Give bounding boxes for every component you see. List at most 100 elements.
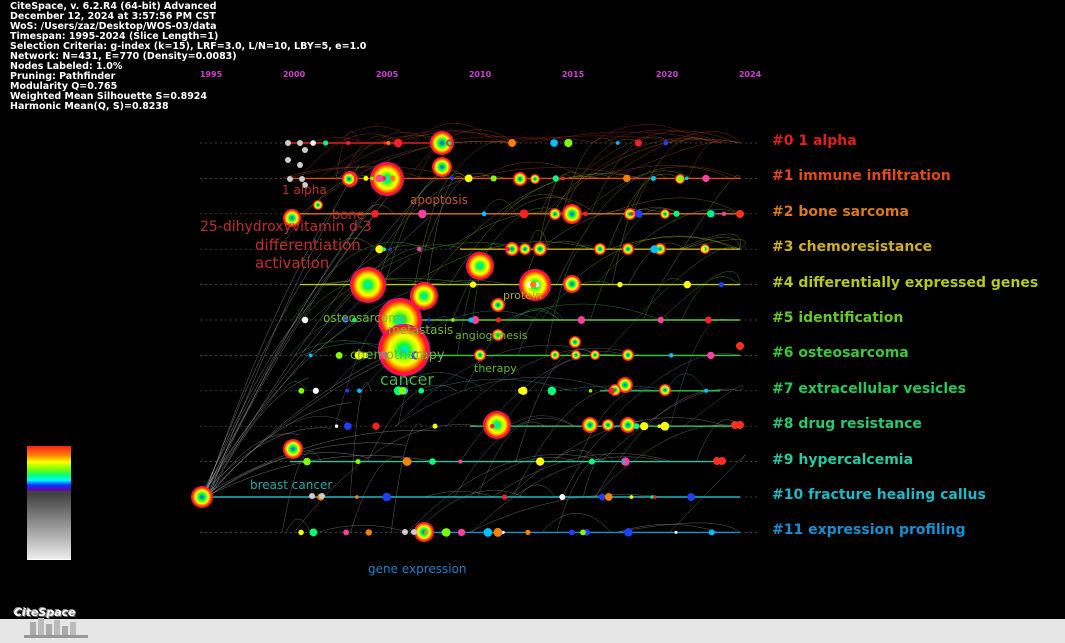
citation-node[interactable] xyxy=(362,352,369,359)
citation-node[interactable] xyxy=(283,209,301,227)
citation-node[interactable] xyxy=(635,210,643,218)
citation-node[interactable] xyxy=(615,141,620,145)
citation-node[interactable] xyxy=(608,387,615,395)
citation-node[interactable] xyxy=(402,457,412,466)
citation-node[interactable] xyxy=(432,423,438,429)
cluster-label[interactable]: #5 identification xyxy=(772,310,904,326)
citation-node[interactable] xyxy=(707,210,715,218)
citation-node[interactable] xyxy=(660,421,670,431)
citation-node[interactable] xyxy=(352,317,357,323)
citation-node[interactable] xyxy=(303,457,311,466)
citation-node[interactable] xyxy=(287,176,293,182)
citation-node[interactable] xyxy=(660,209,670,219)
citation-node[interactable] xyxy=(375,245,384,254)
citation-node[interactable] xyxy=(718,457,726,465)
citation-node[interactable] xyxy=(382,247,386,252)
citation-node[interactable] xyxy=(417,246,422,252)
citation-node[interactable] xyxy=(402,529,408,535)
citation-node[interactable] xyxy=(508,139,517,147)
citation-node[interactable] xyxy=(191,486,213,508)
citation-node[interactable] xyxy=(469,281,477,288)
citation-node[interactable] xyxy=(451,318,455,322)
citation-node[interactable] xyxy=(621,457,630,466)
citation-node[interactable] xyxy=(704,316,712,324)
citation-node[interactable] xyxy=(552,175,559,182)
citation-node[interactable] xyxy=(466,252,494,280)
citation-node[interactable] xyxy=(491,298,505,312)
citation-node[interactable] xyxy=(513,172,527,186)
citation-node[interactable] xyxy=(549,208,561,220)
citation-node[interactable] xyxy=(674,530,678,534)
citation-node[interactable] xyxy=(450,176,455,181)
citation-node[interactable] xyxy=(355,459,361,465)
citation-node[interactable] xyxy=(622,243,634,255)
citation-node[interactable] xyxy=(620,417,636,433)
citation-node[interactable] xyxy=(414,352,421,359)
citation-node[interactable] xyxy=(622,459,626,464)
citation-node[interactable] xyxy=(650,245,659,254)
citation-node[interactable] xyxy=(483,528,493,537)
citation-node[interactable] xyxy=(398,386,407,395)
citation-node[interactable] xyxy=(721,211,727,217)
citation-node[interactable] xyxy=(380,351,388,360)
citation-node[interactable] xyxy=(365,529,373,536)
citation-node[interactable] xyxy=(668,353,674,358)
citation-node[interactable] xyxy=(474,349,486,361)
citation-node[interactable] xyxy=(678,175,684,182)
citation-node[interactable] xyxy=(410,282,438,310)
citation-node[interactable] xyxy=(657,316,664,324)
cluster-label[interactable]: #0 1 alpha xyxy=(772,133,857,149)
citation-node[interactable] xyxy=(673,210,680,217)
citation-node[interactable] xyxy=(375,174,384,183)
cluster-label[interactable]: #2 bone sarcoma xyxy=(772,203,909,220)
citation-node[interactable] xyxy=(464,174,473,183)
citation-node[interactable] xyxy=(302,147,308,153)
citation-node[interactable] xyxy=(663,140,669,146)
citation-node[interactable] xyxy=(302,182,308,188)
citation-node[interactable] xyxy=(411,529,417,535)
citation-node[interactable] xyxy=(687,493,696,501)
citation-node[interactable] xyxy=(653,495,657,499)
citation-node[interactable] xyxy=(561,176,566,181)
citation-node[interactable] xyxy=(583,211,588,217)
cluster-label[interactable]: #6 osteosarcoma xyxy=(772,345,909,362)
citation-node[interactable] xyxy=(468,317,474,323)
cluster-label[interactable]: #10 fracture healing callus xyxy=(772,487,986,503)
citation-node[interactable] xyxy=(650,495,655,499)
citation-node[interactable] xyxy=(372,422,380,430)
citation-node[interactable] xyxy=(355,495,359,499)
citation-node[interactable] xyxy=(302,317,307,323)
citation-node[interactable] xyxy=(393,138,403,148)
citation-node[interactable] xyxy=(429,458,436,465)
citation-node[interactable] xyxy=(634,139,642,147)
citation-node[interactable] xyxy=(395,176,399,181)
citation-node[interactable] xyxy=(718,281,724,288)
citation-node[interactable] xyxy=(525,529,531,536)
citation-node[interactable] xyxy=(335,351,343,359)
citation-node[interactable] xyxy=(571,350,581,360)
citation-node[interactable] xyxy=(388,247,392,251)
citation-node[interactable] xyxy=(386,141,391,145)
citation-node[interactable] xyxy=(550,139,558,147)
citation-node[interactable] xyxy=(657,424,662,429)
citation-node[interactable] xyxy=(622,349,634,361)
citation-node[interactable] xyxy=(334,424,339,428)
citation-node[interactable] xyxy=(285,157,291,163)
citation-node[interactable] xyxy=(458,459,463,464)
citation-node[interactable] xyxy=(343,422,352,431)
cluster-label[interactable]: #11 expression profiling xyxy=(772,522,966,539)
citation-node[interactable] xyxy=(559,494,566,500)
citation-node[interactable] xyxy=(427,318,431,322)
citation-node[interactable] xyxy=(547,386,557,396)
citation-node[interactable] xyxy=(624,528,633,537)
citation-node[interactable] xyxy=(297,162,303,168)
citation-node[interactable] xyxy=(490,175,497,182)
citation-node[interactable] xyxy=(707,351,715,360)
cluster-label[interactable]: #9 hypercalcemia xyxy=(772,451,914,468)
citation-node[interactable] xyxy=(308,353,313,358)
citation-node[interactable] xyxy=(588,388,593,393)
citation-node[interactable] xyxy=(569,336,581,348)
citation-node[interactable] xyxy=(580,529,586,536)
citation-node[interactable] xyxy=(598,493,606,501)
citation-node[interactable] xyxy=(346,140,351,146)
